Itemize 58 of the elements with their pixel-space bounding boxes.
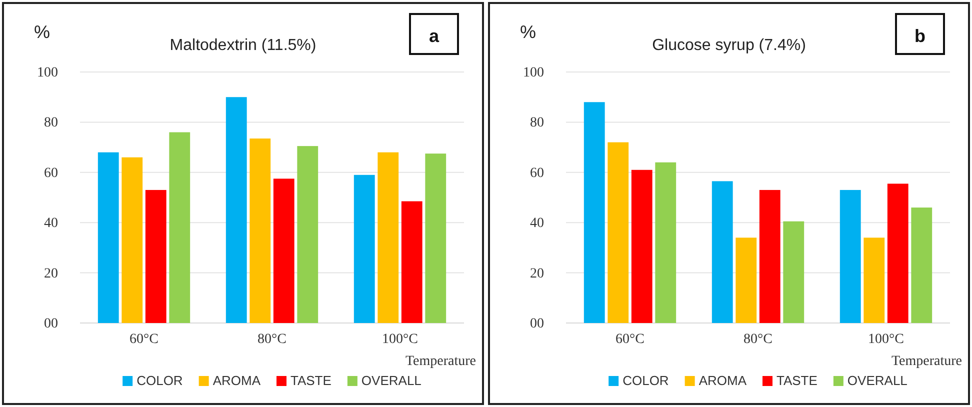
text: b [914, 26, 926, 46]
y-tick-label: 00 [530, 316, 544, 332]
y-tick-label: 40 [44, 216, 58, 232]
x-tick-label: 80°C [258, 332, 286, 347]
y-axis-title: % [34, 22, 50, 42]
legend-label: COLOR [136, 373, 183, 388]
bar [122, 157, 143, 323]
y-tick-label: 20 [44, 266, 58, 282]
y-tick-label: 60 [44, 166, 58, 181]
x-tick-label: 100°C [868, 332, 904, 347]
bar [840, 190, 861, 323]
bar [631, 170, 652, 323]
bar [297, 146, 318, 323]
bar [783, 221, 804, 323]
y-axis-title: % [520, 22, 536, 42]
x-axis-title: Temperature [405, 354, 476, 369]
bar [145, 190, 166, 323]
chart-title: Glucose syrup (7.4%) [652, 37, 806, 54]
bar [401, 201, 422, 323]
bar [584, 102, 605, 323]
y-tick-label: 60 [530, 166, 544, 181]
bar [608, 142, 629, 323]
x-tick-label: 60°C [616, 332, 644, 347]
bar [759, 190, 780, 323]
bar [354, 174, 375, 323]
bar [712, 181, 733, 323]
x-tick-label: 80°C [744, 332, 772, 347]
bar [887, 184, 908, 323]
y-tick-label: 20 [530, 266, 544, 282]
legend-label: OVERALL [847, 373, 908, 388]
x-tick-label: 60°C [130, 332, 158, 347]
bar [250, 138, 271, 323]
bar [425, 154, 446, 323]
y-tick-label: 100 [37, 65, 58, 80]
bar [273, 178, 294, 323]
legend-label: AROMA [698, 373, 747, 388]
bar [655, 162, 676, 323]
legend-label: TASTE [776, 373, 818, 388]
y-tick-label: 80 [44, 116, 58, 131]
y-tick-label: 40 [530, 216, 544, 232]
x-tick-label: 100°C [382, 332, 418, 347]
y-tick-label: 00 [44, 316, 58, 332]
legend-label: TASTE [290, 373, 332, 388]
bar [98, 152, 119, 323]
chart-title: Maltodextrin (11.5%) [170, 37, 316, 54]
bar [226, 97, 247, 323]
y-tick-label: 100 [523, 65, 544, 80]
x-axis-title: Temperature [891, 354, 962, 369]
y-tick-label: 80 [530, 116, 544, 131]
bar [864, 238, 885, 323]
bar [911, 208, 932, 323]
text: a [428, 26, 440, 46]
bar [169, 132, 190, 323]
legend-label: OVERALL [361, 373, 422, 388]
bar [736, 238, 757, 323]
legend-label: AROMA [212, 373, 261, 388]
legend-label: COLOR [622, 373, 669, 388]
bar [378, 152, 399, 323]
